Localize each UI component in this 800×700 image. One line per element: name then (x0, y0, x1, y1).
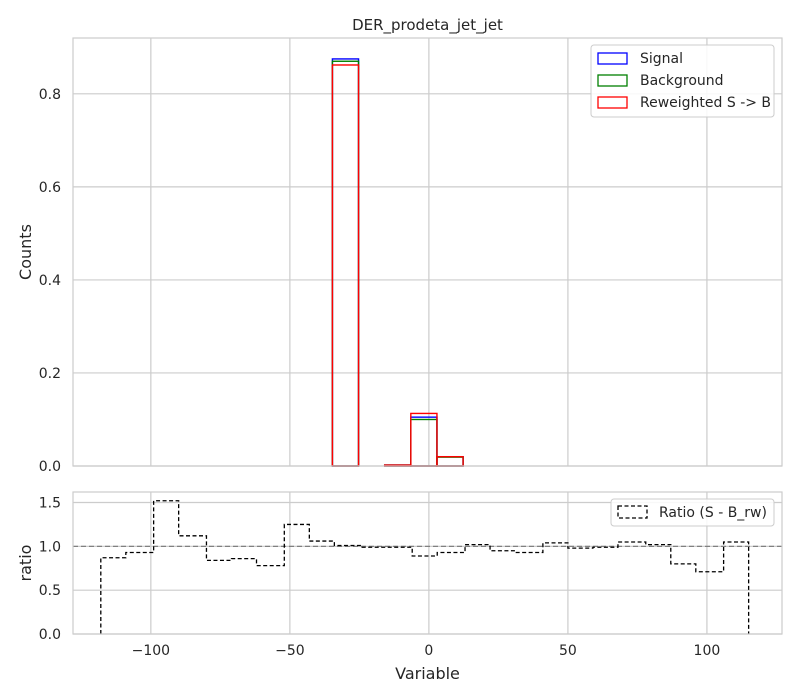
top-panel: 0.0 0.2 0.4 0.6 0.8 DER_prodeta_jet_jet Coun… (16, 16, 783, 475)
top-plot-frame (72, 37, 783, 467)
top-legend-box (590, 44, 775, 118)
legend-swatch-2 (597, 96, 628, 109)
ratio-y-tick-label: 1.0 (39, 539, 61, 555)
x-tick-label: −100 (132, 643, 170, 659)
ratio-y-tick-label: 0.0 (39, 627, 61, 643)
x-tick-label: 100 (694, 643, 721, 659)
top-y-tick-label: 0.0 (39, 459, 61, 475)
legend-label-0: Signal (640, 51, 683, 67)
ratio-legend-label: Ratio (S - B_rw) (659, 505, 767, 521)
histogram-bar-2-0 (331, 64, 360, 467)
legend-label-2: Reweighted S -> B (640, 95, 771, 111)
ratio-y-tick-label: 0.5 (39, 583, 61, 599)
histogram-bar-2-2 (410, 412, 438, 467)
x-tick-label: 0 (424, 643, 433, 659)
ratio-y-tick-label: 1.5 (39, 496, 61, 512)
x-tick-label: −50 (275, 643, 305, 659)
ratio-plot-frame (72, 491, 783, 635)
top-y-axis-label: Counts (16, 224, 35, 280)
top-y-tick-label: 0.6 (39, 180, 61, 196)
legend-label-1: Background (640, 73, 724, 89)
ratio-x-ticks: −100 −50 0 50 100 (132, 643, 721, 659)
top-y-tick-label: 0.2 (39, 366, 61, 382)
top-histograms (331, 58, 464, 467)
ratio-legend-box (610, 498, 775, 527)
top-y-ticks: 0.0 0.2 0.4 0.6 0.8 (39, 87, 61, 475)
x-axis-label: Variable (395, 664, 460, 683)
ratio-y-ticks: 0.0 0.5 1.0 1.5 (39, 496, 61, 643)
histogram-bar-1-0 (331, 60, 360, 467)
chart-title: DER_prodeta_jet_jet (352, 16, 503, 35)
histogram-bar-1-2 (410, 418, 438, 467)
histogram-bar-2-3 (436, 455, 464, 467)
ratio-y-axis-label: ratio (16, 545, 35, 582)
top-y-tick-label: 0.4 (39, 273, 61, 289)
histogram-bar-0-0 (331, 58, 360, 467)
legend-swatch-1 (597, 74, 628, 87)
ratio-legend: Ratio (S - B_rw) (610, 498, 775, 527)
x-tick-label: 50 (559, 643, 577, 659)
histogram-bar-0-3 (436, 455, 464, 467)
top-y-tick-label: 0.8 (39, 87, 61, 103)
ratio-legend-swatch (617, 505, 648, 519)
ratio-series-line (100, 500, 750, 634)
ratio-panel: 0.0 0.5 1.0 1.5 −100 −50 0 50 100 ratio Variabl… (16, 491, 783, 683)
top-legend: Signal Background Reweighted S -> B (590, 44, 775, 118)
histogram-bar-1-3 (436, 456, 464, 467)
histogram-bar-0-2 (410, 416, 438, 467)
legend-swatch-0 (597, 52, 628, 65)
